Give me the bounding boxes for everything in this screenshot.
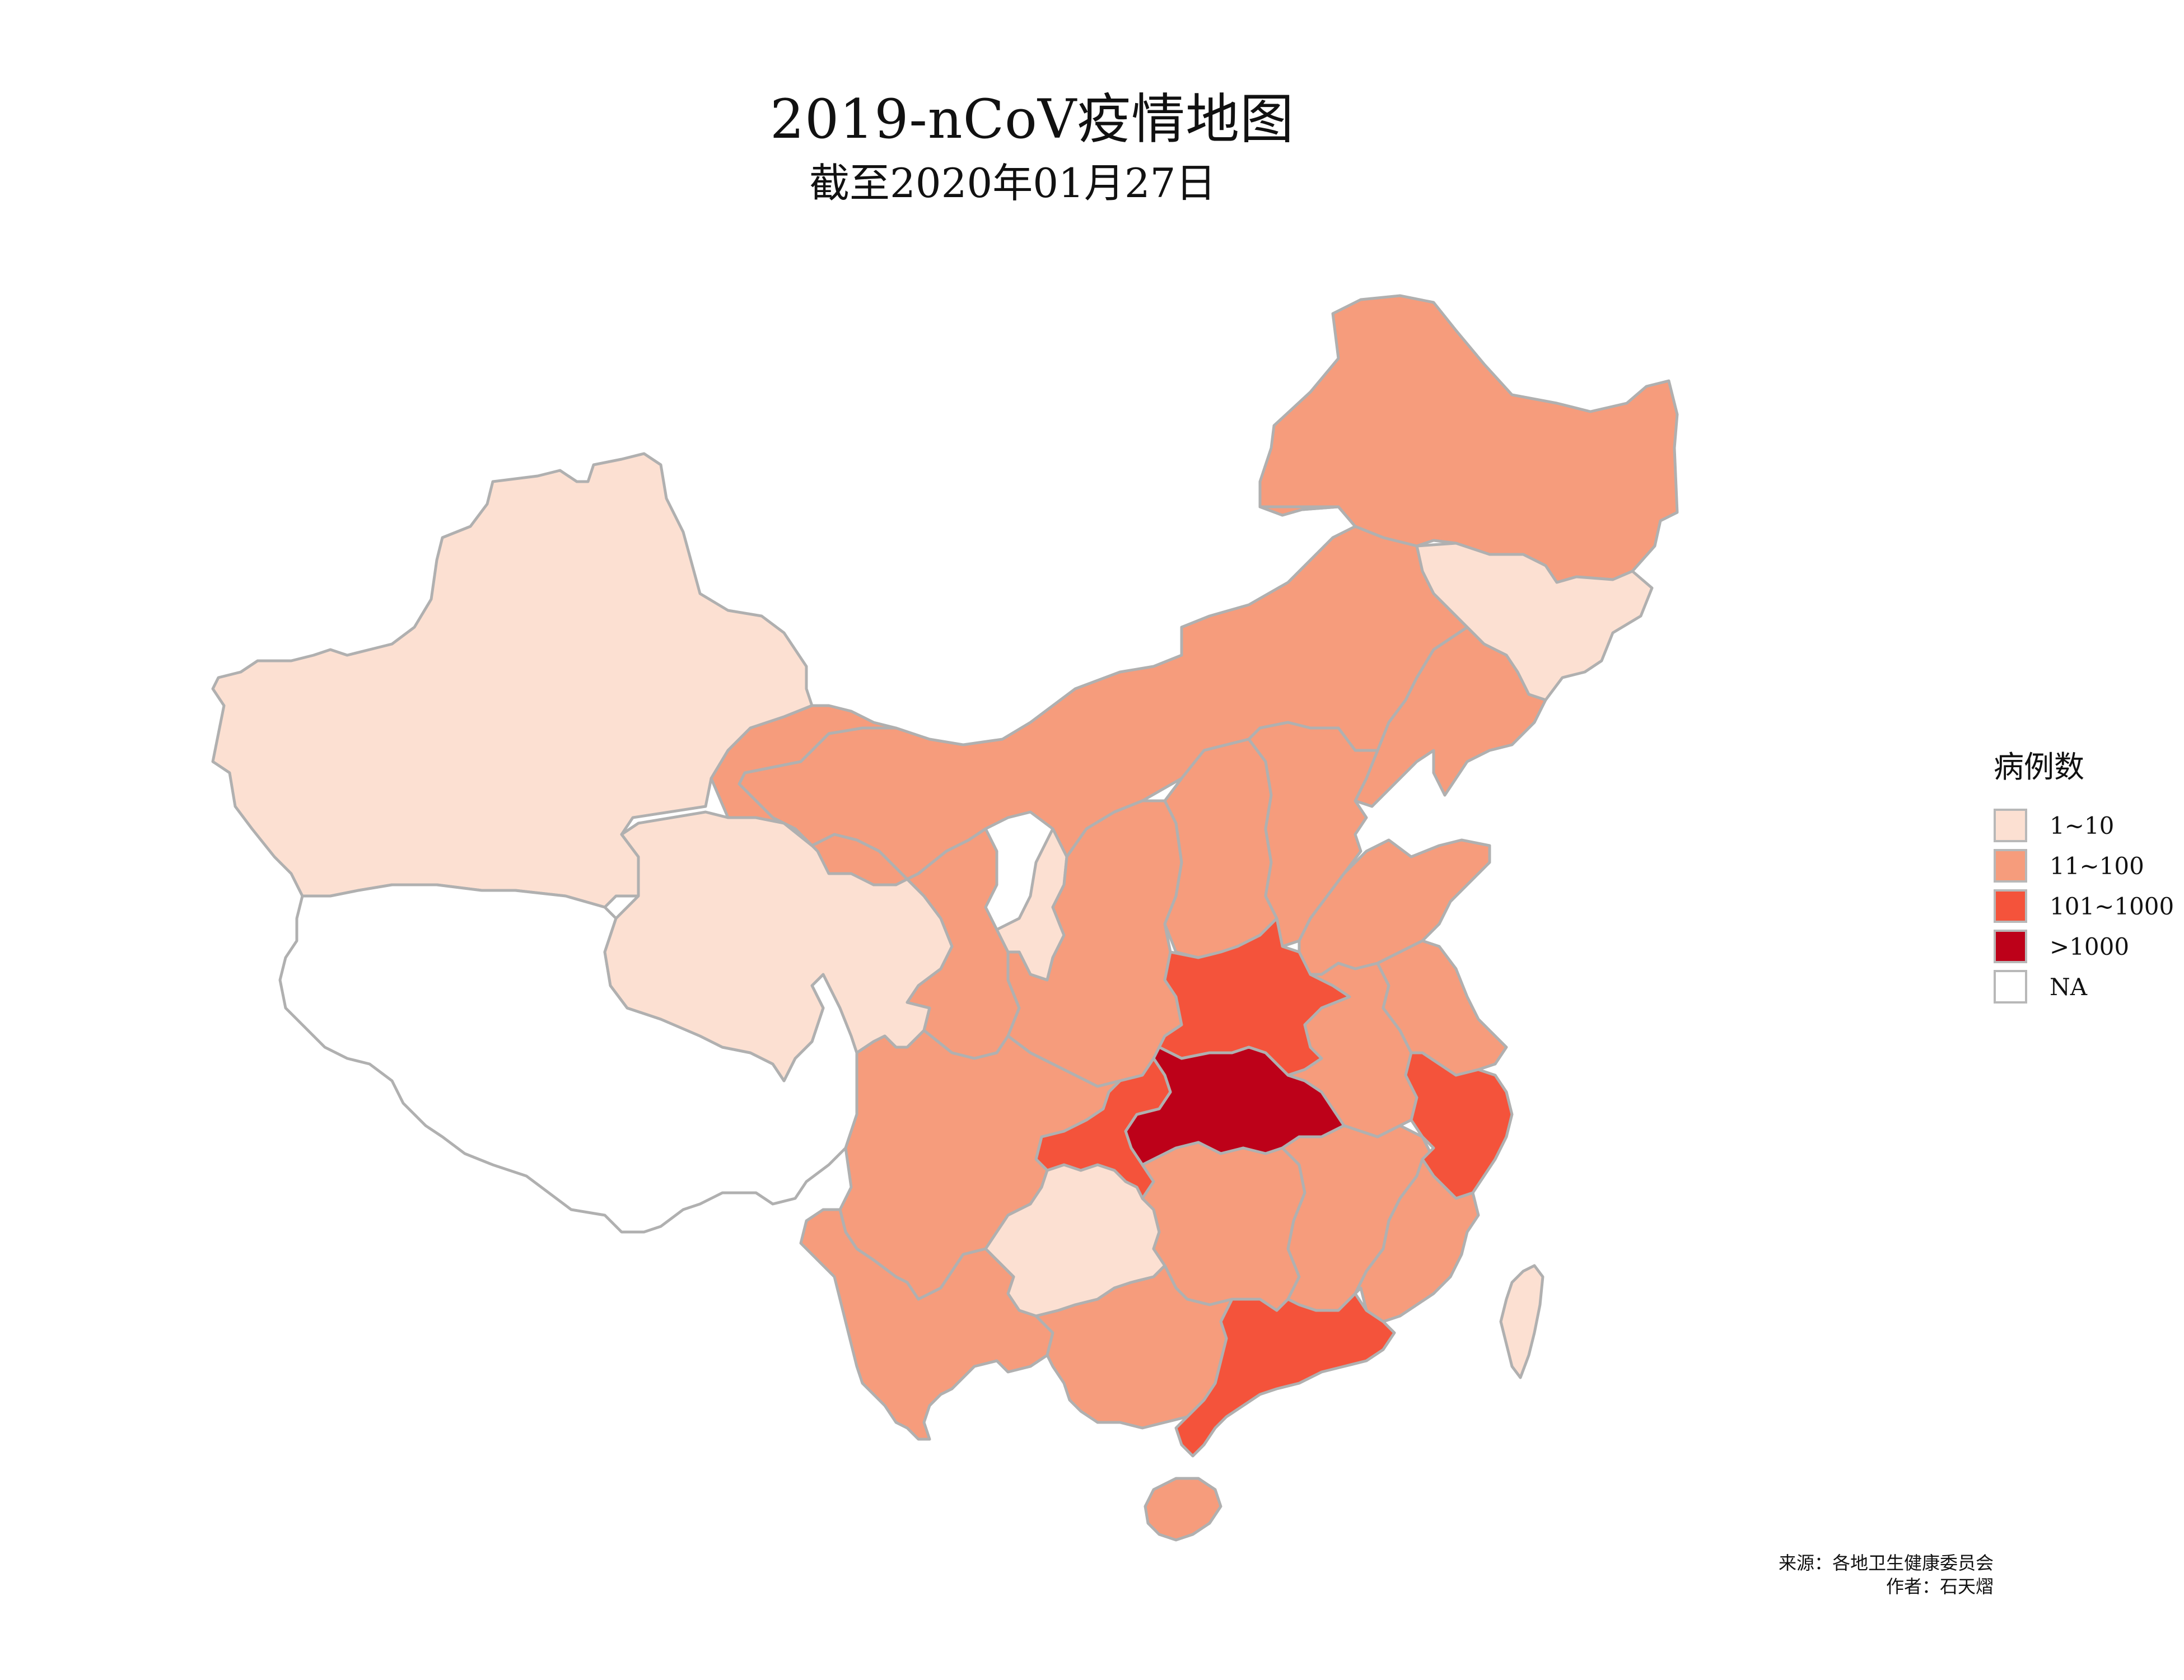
map-credits: 来源：各地卫生健康委员会 作者：石天熠: [1779, 1551, 1994, 1598]
region-yunnan: [799, 1208, 1054, 1441]
legend-item: 11~100: [1994, 846, 2174, 886]
credit-source: 来源：各地卫生健康委员会: [1778, 1552, 1994, 1574]
region-fujian: [1354, 1158, 1480, 1323]
map-title: 2019-nCoV疫情地图: [770, 88, 1295, 151]
map-subtitle: 截至2020年01月27日: [809, 160, 1216, 207]
legend-label: NA: [2050, 973, 2088, 1001]
legend-label: >1000: [2050, 932, 2130, 960]
legend-item: NA: [1994, 967, 2174, 1007]
legend-item: 1~10: [1994, 805, 2174, 846]
map-legend: 病例数 1~10 11~100 101~1000 >1000 NA: [1994, 742, 2174, 1007]
region-jiangsu: [1376, 939, 1508, 1077]
region-hainan: [1144, 1477, 1222, 1542]
legend-swatch: [1994, 809, 2027, 842]
region-zhejiang: [1404, 1051, 1514, 1200]
region-taiwan: [1499, 1264, 1544, 1379]
region-hebei: [1247, 721, 1379, 948]
legend-item: 101~1000: [1994, 886, 2174, 926]
region-gansu: [710, 704, 1021, 1060]
legend-label: 1~10: [2050, 811, 2115, 839]
legend-item: >1000: [1994, 926, 2174, 967]
region-heilongjiang: [1258, 294, 1679, 584]
legend-title: 病例数: [1994, 749, 2084, 785]
credit-author: 作者：石天熠: [1886, 1576, 1994, 1597]
legend-swatch: [1994, 889, 2027, 923]
legend-swatch: [1994, 970, 2027, 1004]
legend-label: 101~1000: [2050, 892, 2174, 920]
legend-label: 11~100: [2050, 852, 2144, 880]
region-guangxi: [1034, 1264, 1234, 1430]
legend-swatch: [1994, 930, 2027, 963]
legend-swatch: [1994, 849, 2027, 883]
